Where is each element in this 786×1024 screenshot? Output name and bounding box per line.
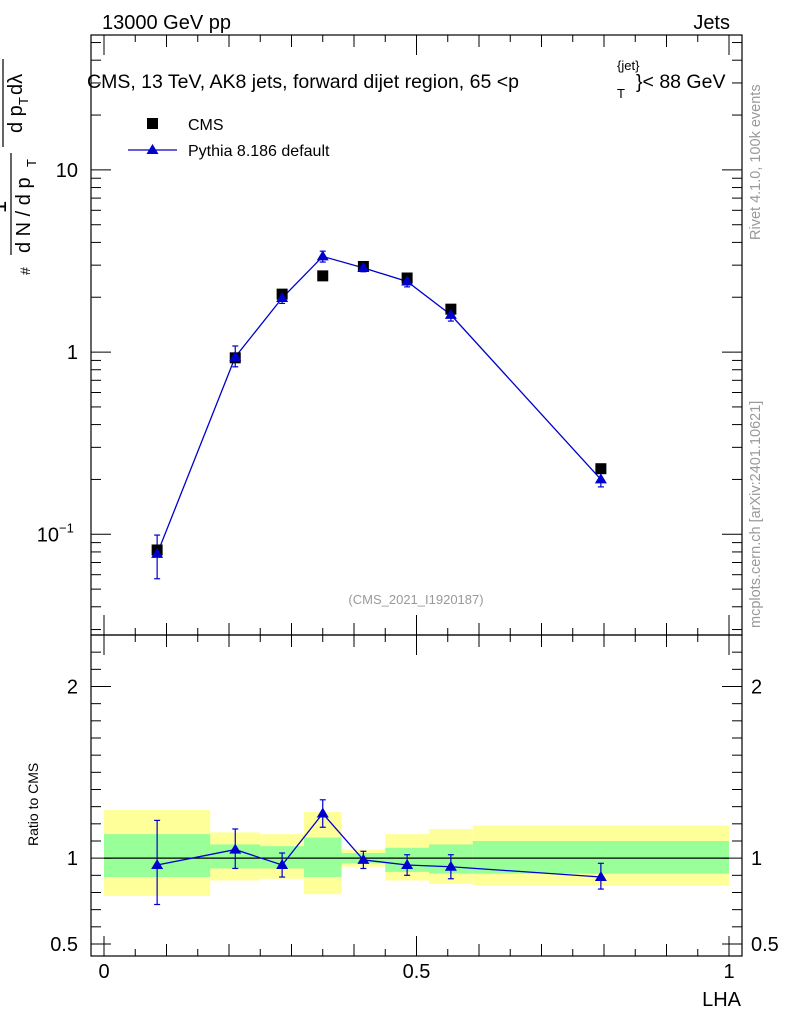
svg-text:1: 1 — [0, 201, 11, 213]
ratio-plot-frame — [90, 634, 743, 957]
pythia-point — [594, 473, 607, 484]
cms-point — [595, 463, 607, 475]
svg-text:d p: d p — [5, 105, 27, 133]
x-axis-label: LHA — [702, 989, 742, 1011]
legend-pythia-label: Pythia 8.186 default — [188, 143, 330, 160]
ratio-pythia-point — [444, 860, 457, 871]
pythia-point — [229, 350, 242, 361]
pythia-point — [401, 275, 414, 286]
y-tick-label-sup: −1 — [59, 520, 74, 535]
ratio-pythia-point — [276, 859, 289, 870]
ratio-band-inner — [304, 837, 342, 878]
svg-text:dλ: dλ — [5, 74, 27, 95]
pythia-point — [316, 250, 329, 261]
legend-pythia-marker — [146, 144, 159, 154]
ratio-pythia-point — [594, 871, 607, 882]
pythia-point — [357, 261, 370, 272]
rivet-label: Rivet 4.1.0, 100k events — [748, 84, 764, 240]
ratio-plot-area — [104, 799, 729, 906]
ratio-y-tick-label-right: 2 — [751, 676, 762, 698]
plot-title: CMS, 13 TeV, AK8 jets, forward dijet reg… — [87, 71, 519, 93]
y-tick-label: 1 — [67, 342, 78, 364]
legend-cms-label: CMS — [188, 117, 224, 134]
mcplots-label: mcplots.cern.ch [arXiv:2401.10621] — [748, 401, 764, 628]
x-tick-label: 1 — [723, 961, 734, 983]
ratio-ylabel: Ratio to CMS — [25, 763, 41, 846]
pythia-point — [276, 292, 289, 303]
plot-title-sub: T — [617, 86, 625, 101]
cms-point — [317, 270, 329, 282]
pythia-point — [444, 308, 457, 319]
ratio-axis-ticks: 2 2 1 1 0.5 0.5 0 0.5 1 — [50, 635, 779, 983]
svg-text:d: d — [0, 74, 2, 85]
svg-text:T: T — [16, 97, 31, 105]
ratio-y-tick-label-right: 1 — [751, 848, 762, 870]
pythia-line — [156, 255, 602, 555]
ratio-pythia-point — [357, 853, 370, 864]
legend-cms-marker — [147, 118, 158, 129]
ratio-pythia-point — [316, 807, 329, 818]
main-ylabel: # d N / d p T 1 d p T dλ # d 2 N — [0, 49, 39, 275]
y-tick-label: 10 — [37, 524, 59, 546]
ratio-pythia-point — [229, 843, 242, 854]
ratio-y-tick-label-right: 0.5 — [751, 934, 779, 956]
header-right: Jets — [693, 12, 730, 34]
ratio-y-tick-label-left: 2 — [67, 676, 78, 698]
header-left: 13000 GeV pp — [102, 12, 231, 34]
svg-text:#: # — [17, 267, 33, 275]
plot-title-end: }< 88 GeV — [636, 71, 725, 93]
x-tick-label: 0 — [98, 961, 109, 983]
main-plot-area — [151, 250, 607, 580]
svg-text:N: N — [0, 49, 2, 63]
svg-text:d N / d p: d N / d p — [13, 177, 35, 253]
ratio-y-tick-label-left: 0.5 — [50, 934, 78, 956]
ratio-pythia-point — [151, 859, 164, 870]
ratio-pythia-point — [401, 859, 414, 870]
analysis-watermark: (CMS_2021_I1920187) — [348, 592, 483, 607]
svg-text:T: T — [24, 159, 39, 167]
ratio-y-tick-label-left: 1 — [67, 848, 78, 870]
pythia-point — [151, 547, 164, 558]
ratio-pythia-line — [156, 812, 601, 878]
plot-title-sup: {jet} — [617, 58, 640, 73]
y-tick-label: 10 — [56, 160, 78, 182]
x-tick-label: 0.5 — [403, 961, 431, 983]
